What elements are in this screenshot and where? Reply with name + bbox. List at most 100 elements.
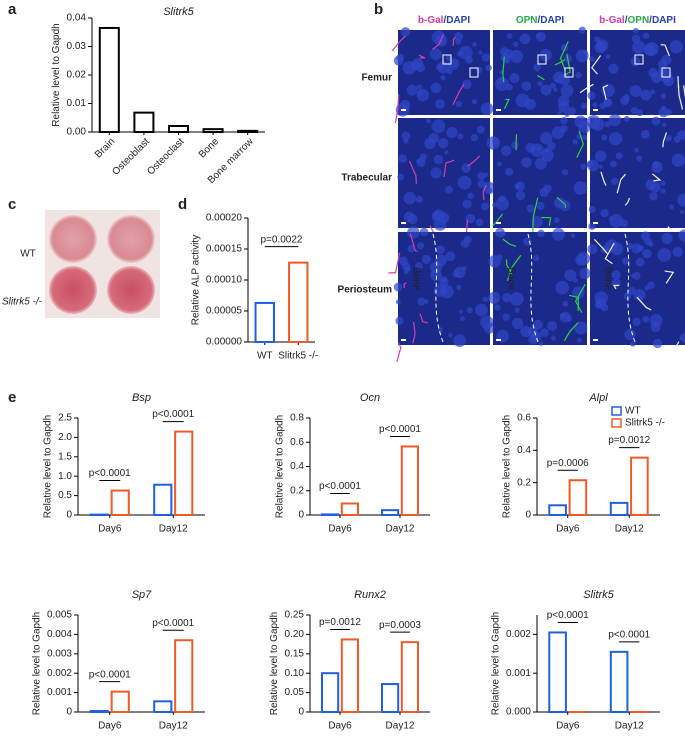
row-label: Femur xyxy=(361,73,392,84)
p-value: p=0.0012 xyxy=(608,435,650,446)
p-value: p=0.0006 xyxy=(547,458,589,469)
nucleus xyxy=(457,133,464,140)
nucleus xyxy=(437,327,443,333)
nucleus xyxy=(543,147,550,153)
signal xyxy=(563,53,571,76)
header-part: /DAPI xyxy=(538,15,565,26)
nucleus xyxy=(547,320,558,331)
nucleus xyxy=(575,254,587,266)
nucleus xyxy=(560,117,568,125)
nucleus xyxy=(495,197,509,211)
chart-title: Slitrk5 xyxy=(163,6,194,18)
bar xyxy=(321,672,340,714)
nucleus xyxy=(594,36,601,43)
nucleus xyxy=(475,303,488,317)
nucleus xyxy=(642,315,650,323)
signal xyxy=(660,44,671,57)
nucleus xyxy=(634,147,639,153)
nucleus xyxy=(528,334,539,345)
x-tick-label: Osteoclast xyxy=(145,136,186,177)
nucleus xyxy=(463,235,472,244)
plate-row-label: WT xyxy=(20,249,36,260)
y-tick-label: 1.5 xyxy=(58,451,72,462)
nucleus xyxy=(576,337,582,343)
signal xyxy=(675,341,680,347)
nucleus xyxy=(492,138,499,145)
nucleus xyxy=(574,115,587,128)
nucleus xyxy=(478,50,483,55)
nucleus xyxy=(524,98,536,110)
nucleus xyxy=(587,91,596,100)
p-value: p<0.0001 xyxy=(547,610,589,621)
bar xyxy=(381,509,400,516)
bar xyxy=(153,700,173,714)
nucleus xyxy=(455,100,462,108)
nucleus xyxy=(657,248,672,262)
nucleus xyxy=(465,213,476,224)
nucleus xyxy=(581,134,588,141)
nucleus xyxy=(620,96,630,106)
signal xyxy=(624,197,631,206)
nucleus xyxy=(592,102,598,108)
nucleus xyxy=(671,153,685,167)
micrograph-grid: Bone Bone Bone xyxy=(388,26,685,362)
nucleus xyxy=(605,239,619,253)
p-value: p<0.0001 xyxy=(152,618,194,629)
nucleus xyxy=(631,243,642,254)
nucleus xyxy=(398,154,408,163)
y-tick-label: 0.00000 xyxy=(206,337,243,348)
inset-box xyxy=(537,54,547,65)
nucleus xyxy=(438,277,449,287)
nucleus xyxy=(572,139,578,145)
bar xyxy=(321,513,340,516)
nucleus xyxy=(609,160,617,168)
nucleus xyxy=(488,291,501,304)
x-tick-label: Day12 xyxy=(159,721,188,732)
nucleus xyxy=(620,219,629,228)
nucleus xyxy=(415,195,423,203)
p-value: p<0.0001 xyxy=(608,630,650,641)
nucleus xyxy=(660,188,666,194)
nucleus xyxy=(669,40,683,54)
chart-title: Alpl xyxy=(588,392,608,404)
y-tick-label: 1.0 xyxy=(58,471,72,482)
nucleus xyxy=(575,71,582,79)
nucleus xyxy=(669,204,675,210)
nucleus xyxy=(649,192,658,201)
nucleus xyxy=(615,152,623,160)
signal xyxy=(408,160,417,184)
nucleus xyxy=(562,300,569,307)
nucleus xyxy=(583,50,588,55)
signal xyxy=(482,184,488,201)
nucleus xyxy=(480,202,490,211)
nucleus xyxy=(406,84,418,96)
nucleus xyxy=(553,197,566,209)
row-label: Trabecular xyxy=(341,173,392,184)
p-value: p<0.0001 xyxy=(89,669,131,680)
nucleus xyxy=(540,84,552,96)
y-tick-label: 0.10 xyxy=(285,668,305,679)
nucleus xyxy=(539,187,549,198)
nucleus xyxy=(454,266,466,279)
nucleus xyxy=(429,48,442,61)
y-axis-label: Relative level to Gapdh xyxy=(502,415,513,518)
bar xyxy=(609,650,629,713)
bar xyxy=(153,483,173,516)
header-part: b-Gal xyxy=(599,15,625,26)
y-tick-label: 0.4 xyxy=(517,445,531,456)
nucleus xyxy=(623,292,632,301)
y-tick-label: 0.15 xyxy=(285,648,305,659)
bar xyxy=(630,456,649,517)
nucleus xyxy=(459,45,473,60)
legend-label: WT xyxy=(625,406,641,417)
header-part: OPN xyxy=(628,15,650,26)
x-tick-label: Day6 xyxy=(328,721,352,732)
nucleus xyxy=(477,171,486,181)
nucleus xyxy=(509,292,524,306)
nucleus xyxy=(596,39,609,52)
nucleus xyxy=(506,33,513,39)
nucleus xyxy=(640,129,650,139)
nucleus xyxy=(445,55,452,61)
plate-row-label: Slitrk5 -/- xyxy=(2,297,43,308)
nucleus xyxy=(433,283,447,297)
